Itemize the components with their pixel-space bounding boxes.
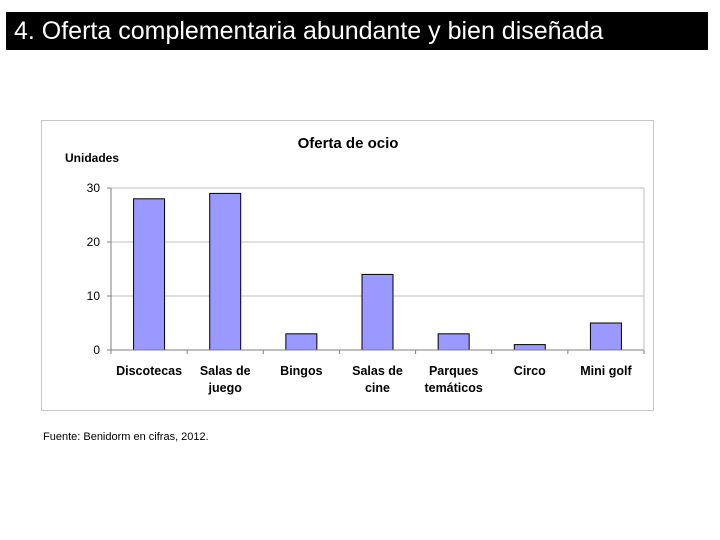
bars [133, 192, 622, 351]
bar [285, 333, 318, 351]
x-tick-label: Bingos [280, 364, 322, 378]
x-tick-label-line: juego [208, 381, 243, 395]
x-tick-label-line: temáticos [424, 381, 482, 395]
bar [513, 344, 546, 351]
bar [133, 198, 166, 351]
x-tick-label-line: Salas de [200, 364, 251, 378]
bar [437, 333, 470, 351]
y-tick-label: 0 [93, 343, 100, 357]
y-tick-label: 20 [87, 235, 101, 249]
bar [361, 273, 394, 351]
x-tick-label-line: Discotecas [116, 364, 182, 378]
y-tick-label: 10 [87, 289, 101, 303]
x-tick-label-line: Circo [514, 364, 546, 378]
tick-labels: 0 10 20 30 Discotecas Salas de juego Bingos Sala… [87, 181, 633, 395]
x-tick-label-line: Parques [429, 364, 478, 378]
x-tick-label-line: Bingos [280, 364, 322, 378]
x-tick-label-line: Salas de [352, 364, 403, 378]
x-tick-label: Circo [514, 364, 546, 378]
axes [107, 187, 645, 354]
bar [589, 322, 622, 351]
y-axis-label: Unidades [65, 151, 119, 165]
x-tick-label-line: Mini golf [580, 364, 632, 378]
chart-frame: Oferta de ocio Unidades 0 10 20 30 Discoteca… [41, 120, 654, 411]
x-tick-label: Parques temáticos [424, 364, 482, 395]
x-tick-label: Discotecas [116, 364, 182, 378]
chart-title: Oferta de ocio [298, 135, 399, 152]
x-tick-label-line: cine [365, 381, 390, 395]
slide-title: 4. Oferta complementaria abundante y bie… [6, 12, 708, 50]
bar [209, 192, 242, 351]
x-tick-label: Salas de juego [200, 364, 251, 395]
bar-chart: Oferta de ocio Unidades 0 10 20 30 Discoteca… [65, 135, 645, 395]
x-tick-label: Mini golf [580, 364, 632, 378]
x-tick-label: Salas de cine [352, 364, 403, 395]
y-tick-label: 30 [87, 181, 101, 195]
source-note: Fuente: Benidorm en cifras, 2012. [43, 431, 209, 443]
